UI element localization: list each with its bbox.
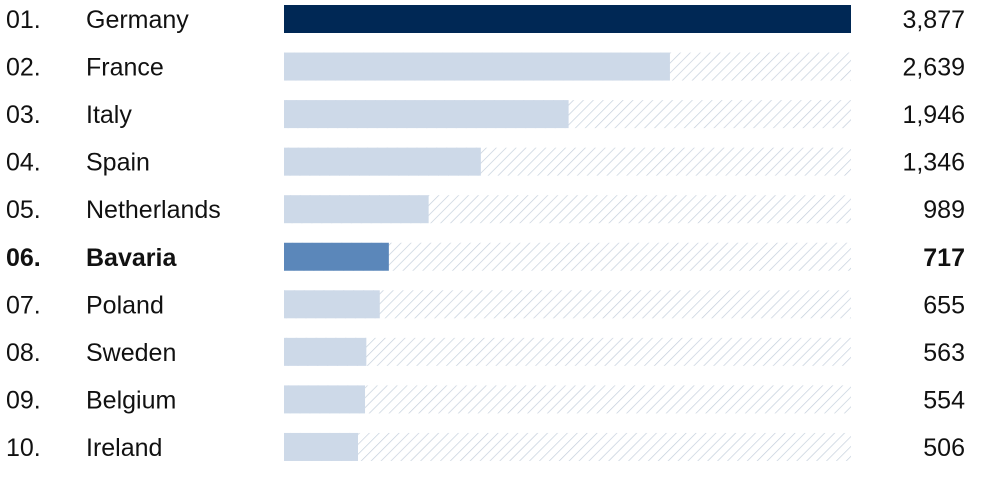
value-label: 989 bbox=[923, 196, 965, 224]
category-label: Sweden bbox=[86, 339, 176, 367]
bar bbox=[284, 195, 429, 224]
bar bbox=[284, 100, 569, 129]
bar bbox=[284, 5, 851, 33]
category-label: Bavaria bbox=[86, 244, 177, 272]
bar-row: 02. France 2,639 bbox=[6, 52, 965, 82]
bar-row: 08. Sweden 563 bbox=[6, 337, 965, 367]
category-label: Spain bbox=[86, 149, 150, 177]
rank-label: 03. bbox=[6, 101, 41, 129]
rank-label: 10. bbox=[6, 434, 41, 462]
value-label: 563 bbox=[923, 339, 965, 367]
value-label: 1,346 bbox=[902, 149, 965, 177]
category-label: Italy bbox=[86, 101, 132, 129]
bar-remainder-track bbox=[284, 337, 851, 366]
chart-rows: 01. Germany 3,877 02. France 2,639 03. Italy 1,9… bbox=[6, 5, 965, 462]
rank-label: 05. bbox=[6, 196, 41, 224]
value-label: 506 bbox=[923, 434, 965, 462]
rank-label: 07. bbox=[6, 291, 41, 319]
bar bbox=[284, 337, 367, 366]
rank-label: 06. bbox=[6, 244, 41, 272]
value-label: 655 bbox=[923, 291, 965, 319]
category-label: Ireland bbox=[86, 434, 162, 462]
rank-label: 01. bbox=[6, 6, 41, 34]
bar-row: 09. Belgium 554 bbox=[6, 385, 965, 414]
bar bbox=[284, 147, 481, 176]
bar-row: 06. Bavaria 717 bbox=[6, 242, 965, 272]
bar-row: 10. Ireland 506 bbox=[6, 432, 965, 462]
bar bbox=[284, 290, 380, 319]
bar-remainder-track bbox=[284, 385, 851, 414]
bar-remainder-track bbox=[284, 432, 851, 461]
rank-label: 04. bbox=[6, 149, 41, 177]
rank-label: 09. bbox=[6, 386, 41, 414]
rank-label: 02. bbox=[6, 54, 41, 82]
category-label: Germany bbox=[86, 6, 189, 34]
bar bbox=[284, 385, 366, 414]
bar-row: 05. Netherlands 989 bbox=[6, 195, 965, 224]
bar-row: 01. Germany 3,877 bbox=[6, 5, 965, 34]
bar bbox=[284, 432, 359, 461]
rank-label: 08. bbox=[6, 339, 41, 367]
bar-row: 07. Poland 655 bbox=[6, 290, 965, 319]
category-label: Belgium bbox=[86, 386, 176, 414]
value-label: 554 bbox=[923, 386, 965, 414]
bar bbox=[284, 242, 389, 271]
bar-row: 04. Spain 1,346 bbox=[6, 147, 965, 177]
value-label: 3,877 bbox=[902, 6, 965, 34]
value-label: 2,639 bbox=[902, 54, 965, 82]
value-label: 1,946 bbox=[902, 101, 965, 129]
category-label: Netherlands bbox=[86, 196, 221, 224]
category-label: France bbox=[86, 54, 164, 82]
value-label: 717 bbox=[923, 244, 965, 272]
bar-row: 03. Italy 1,946 bbox=[6, 100, 965, 129]
category-label: Poland bbox=[86, 291, 164, 319]
bar bbox=[284, 52, 670, 81]
